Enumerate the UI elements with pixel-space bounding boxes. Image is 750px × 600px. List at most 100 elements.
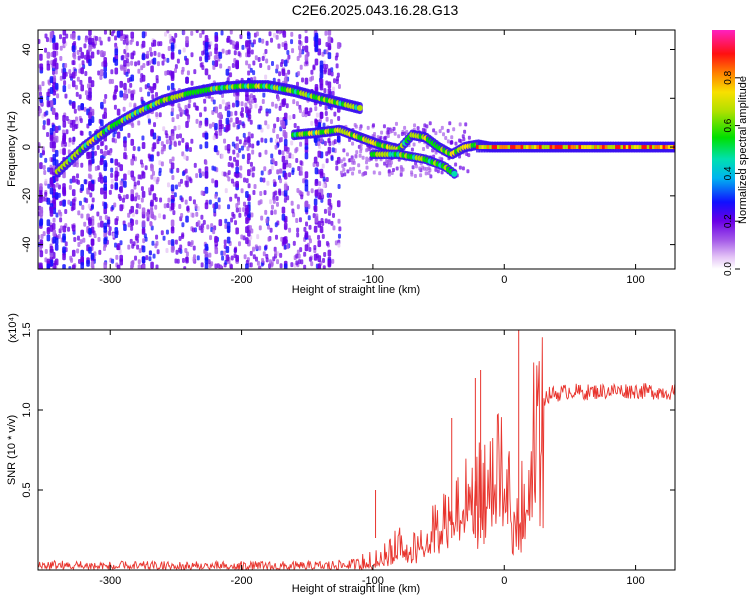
x-tick-label: -300	[99, 575, 121, 587]
noise-speck	[160, 230, 164, 236]
streak-speck	[204, 35, 209, 43]
noise-speck	[302, 178, 306, 184]
noise-speck	[459, 139, 463, 144]
noise-speck	[209, 51, 213, 57]
streak-speck	[54, 243, 59, 251]
noise-speck	[342, 148, 346, 153]
noise-speck	[280, 137, 284, 143]
noise-speck	[342, 167, 346, 172]
noise-speck	[195, 105, 199, 111]
streak-speck	[204, 257, 209, 265]
streak-speck	[226, 143, 231, 151]
x-tick-label: -100	[362, 575, 384, 587]
streak-speck	[71, 175, 76, 183]
noise-speck	[184, 168, 188, 174]
streak-speck	[170, 239, 175, 247]
streak-speck	[327, 42, 332, 50]
noise-speck	[79, 118, 83, 124]
streak-speck	[304, 171, 309, 179]
noise-speck	[270, 261, 274, 267]
noise-speck	[98, 249, 102, 255]
noise-speck	[342, 157, 346, 162]
carrier-point	[539, 145, 544, 150]
noise-speck	[156, 61, 160, 67]
noise-speck	[427, 166, 431, 171]
streak-speck	[119, 185, 124, 193]
noise-speck	[138, 203, 142, 209]
noise-speck	[236, 152, 240, 158]
noise-speck	[233, 50, 237, 56]
streak-speck	[52, 75, 57, 83]
noise-speck	[292, 212, 296, 218]
x-tick-label: 0	[501, 274, 507, 286]
noise-speck	[80, 213, 84, 219]
noise-speck	[231, 102, 235, 108]
noise-speck	[317, 234, 321, 240]
noise-speck	[260, 215, 264, 221]
noise-speck	[171, 107, 175, 113]
noise-speck	[322, 257, 326, 263]
noise-speck	[211, 60, 215, 66]
noise-speck	[219, 265, 223, 269]
streak-speck	[49, 259, 54, 267]
noise-speck	[416, 126, 420, 131]
noise-speck	[299, 64, 303, 70]
noise-speck	[69, 255, 73, 261]
streak-speck	[327, 81, 332, 89]
streak-speck	[62, 253, 66, 261]
noise-speck	[228, 155, 232, 161]
streak-speck	[130, 205, 135, 213]
noise-speck	[324, 111, 328, 117]
noise-speck	[250, 133, 254, 139]
noise-speck	[167, 239, 171, 245]
noise-speck	[209, 235, 213, 241]
noise-speck	[452, 127, 456, 132]
streak-speck	[71, 224, 76, 232]
noise-speck	[240, 107, 244, 113]
noise-speck	[47, 183, 51, 189]
noise-speck	[270, 153, 274, 159]
snr-x-axis-label: Height of straight line (km)	[292, 583, 420, 595]
streak-speck	[49, 167, 54, 175]
noise-speck	[42, 120, 46, 126]
ridge-point	[451, 170, 458, 177]
noise-speck	[130, 225, 134, 231]
noise-speck	[68, 266, 72, 269]
streak-speck	[204, 68, 209, 76]
noise-speck	[183, 154, 187, 160]
noise-speck	[201, 30, 205, 35]
streak-speck	[39, 162, 43, 170]
noise-speck	[80, 162, 84, 168]
noise-speck	[257, 266, 261, 269]
noise-speck	[322, 63, 326, 69]
noise-speck	[440, 170, 444, 175]
noise-speck	[168, 33, 172, 39]
noise-speck	[335, 165, 339, 171]
noise-speck	[259, 190, 263, 196]
streak-speck	[317, 220, 322, 228]
noise-speck	[64, 241, 68, 247]
noise-speck	[276, 96, 280, 102]
noise-speck	[190, 52, 194, 58]
noise-speck	[346, 169, 350, 174]
noise-speck	[178, 235, 182, 241]
streak-speck	[235, 117, 239, 125]
noise-speck	[195, 118, 199, 124]
noise-speck	[458, 165, 462, 170]
noise-speck	[261, 55, 265, 61]
noise-speck	[155, 240, 159, 246]
noise-speck	[158, 167, 162, 173]
streak-speck	[123, 59, 127, 67]
carrier-point	[491, 145, 496, 150]
noise-speck	[278, 188, 282, 194]
carrier-point	[557, 145, 562, 150]
carrier-point	[612, 145, 617, 150]
carrier-point	[554, 145, 559, 150]
streak-speck	[204, 186, 209, 194]
noise-speck	[313, 245, 317, 251]
streak-speck	[88, 44, 92, 52]
noise-speck	[176, 58, 180, 64]
noise-speck	[49, 37, 53, 43]
noise-speck	[229, 30, 233, 35]
